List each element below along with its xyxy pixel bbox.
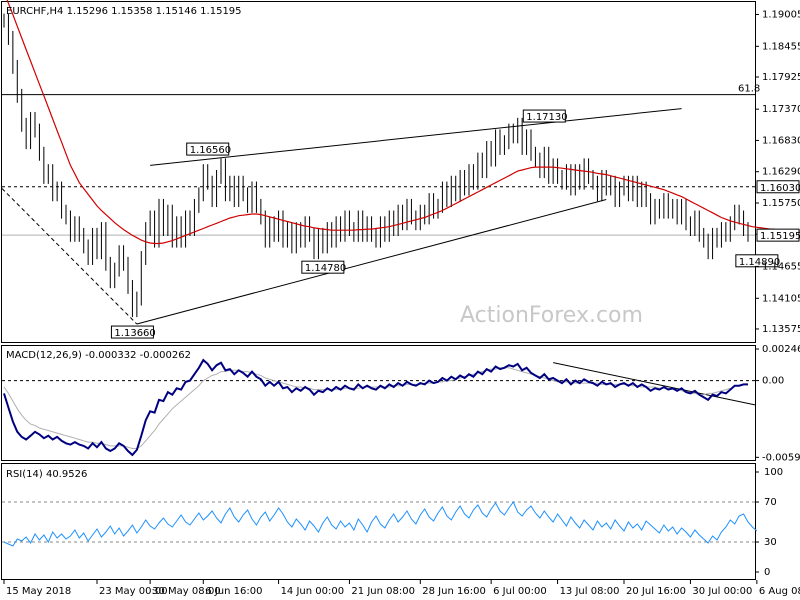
price-tick-label: 1.18455 — [762, 41, 800, 52]
price-tick-label: 1.15750 — [762, 198, 800, 209]
macd-panel — [2, 358, 756, 457]
price-annotation: 1.14890 — [739, 257, 780, 268]
price-tick-label: 1.14655 — [762, 261, 800, 272]
time-tick-label: 14 Jun 00:00 — [281, 586, 345, 597]
macd-panel-frame — [1, 345, 756, 461]
rsi-tick-label: 30 — [764, 537, 777, 548]
time-tick-label: 15 May 2018 — [6, 586, 71, 597]
macd-trendline — [553, 362, 756, 406]
time-tick-label: 21 Jun 08:00 — [351, 586, 415, 597]
price-marker-label: 1.16030 — [760, 183, 800, 194]
rsi-tick-label: 0 — [764, 567, 770, 578]
resistance-trendline — [150, 108, 682, 166]
time-tick-label: 6 Jul 00:00 — [493, 586, 547, 597]
price-tick-label: 1.17370 — [762, 104, 800, 115]
price-panel: 61.8 1.13660 1.16560 1.14780 1.17130 1.14890 — [1, 0, 780, 339]
rsi-panel — [2, 501, 758, 547]
ma-line — [6, 0, 775, 245]
macd-tick-label: -0.005992 — [762, 452, 800, 463]
price-tick-label: 1.13575 — [762, 324, 800, 335]
macd-tick-label: 0.00 — [762, 376, 784, 387]
decline-dashed-line — [1, 188, 138, 325]
price-header: EURCHF,H4 1.15296 1.15358 1.15146 1.1519… — [6, 6, 242, 17]
price-annotation-box — [522, 109, 566, 123]
support-trendline — [136, 199, 607, 325]
time-tick-label: 30 Jul 00:00 — [692, 586, 752, 597]
fib-level-label: 61.8 — [738, 84, 760, 95]
price-annotation-box — [301, 260, 345, 274]
price-tick-label: 1.16290 — [762, 167, 800, 178]
price-marker-box — [756, 180, 800, 194]
rsi-label: RSI(14) 40.9526 — [6, 469, 87, 480]
time-tick-label: 28 Jun 16:00 — [422, 586, 486, 597]
time-tick-label: 6 Jun 16:00 — [205, 586, 262, 597]
rsi-line — [3, 501, 758, 547]
time-tick-label: 13 Jul 08:00 — [560, 586, 620, 597]
price-annotation: 1.13660 — [114, 328, 155, 339]
price-annotation-box — [186, 142, 230, 156]
time-tick-label: 20 Jul 16:00 — [626, 586, 686, 597]
macd-tick-label: 0.002463 — [762, 344, 800, 355]
watermark: ActionForex.com — [460, 303, 643, 328]
rsi-tick-label: 70 — [764, 497, 777, 508]
macd-label: MACD(12,26,9) -0.000332 -0.000262 — [6, 350, 191, 361]
price-marker-label: 1.15195 — [760, 231, 800, 242]
axes: 1.19005 1.18455 1.17925 1.17370 1.16830 1.162… — [3, 9, 800, 597]
time-tick-label: 6 Aug 08:00 — [759, 586, 800, 597]
price-annotation-box — [110, 325, 154, 339]
price-tick-label: 1.17925 — [762, 72, 800, 83]
price-annotation: 1.17130 — [526, 112, 567, 123]
price-tick-label: 1.16830 — [762, 135, 800, 146]
macd-line — [3, 358, 748, 457]
price-annotation: 1.16560 — [190, 145, 231, 156]
price-annotation: 1.14780 — [305, 263, 346, 274]
price-marker-box — [756, 228, 800, 242]
time-tick-label: 23 May 00:00 — [99, 586, 168, 597]
time-tick-label: 30 May 08:00 — [152, 586, 221, 597]
rsi-tick-label: 100 — [764, 467, 783, 478]
price-tick-label: 1.19005 — [762, 9, 800, 20]
rsi-panel-frame — [1, 463, 756, 580]
price-tick-label: 1.14105 — [762, 293, 800, 304]
